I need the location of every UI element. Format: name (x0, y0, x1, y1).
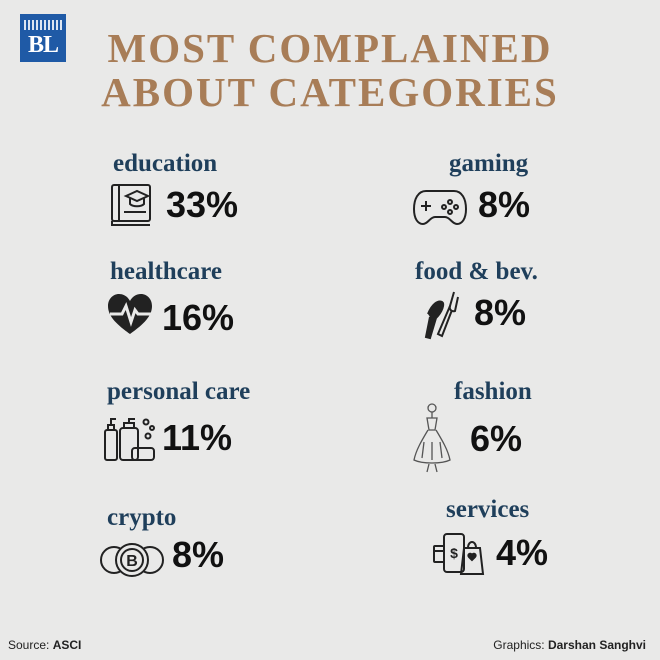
gamepad-icon (412, 187, 468, 227)
value-label: 8% (474, 292, 527, 333)
chart-title: MOST COMPLAINED ABOUT CATEGORIES (0, 26, 660, 114)
value-label: 11% (162, 417, 233, 458)
source-credit: Source: ASCI (8, 638, 81, 652)
coins-icon: B (100, 540, 164, 580)
source-value: ASCI (52, 638, 82, 652)
category-label: services (446, 496, 530, 523)
bl-logo: BL (20, 14, 66, 62)
category-label: education (113, 150, 218, 177)
value-label: 8% (172, 534, 225, 575)
book-cap-icon (106, 182, 156, 228)
value-label: 33% (166, 184, 239, 225)
category-label: food & bev. (415, 258, 538, 285)
logo-masthead (24, 20, 62, 30)
phone-bag-icon: $ (432, 530, 488, 576)
category-label: crypto (107, 504, 177, 531)
value-label: 4% (496, 532, 549, 573)
fork-knife-icon (424, 290, 464, 342)
source-label: Source: (8, 638, 50, 652)
dress-icon (412, 402, 452, 474)
svg-text:$: $ (450, 545, 458, 561)
category-label: gaming (449, 150, 529, 177)
graphics-label: Graphics: (493, 638, 545, 652)
category-label: personal care (107, 378, 251, 405)
heart-pulse-icon (106, 292, 154, 336)
logo-text: BL (27, 32, 59, 58)
value-label: 8% (478, 184, 531, 225)
value-label: 16% (162, 297, 235, 338)
title-line-1: MOST COMPLAINED (107, 25, 553, 71)
svg-text:B: B (126, 553, 138, 570)
toiletries-icon (102, 408, 158, 464)
value-label: 6% (470, 418, 523, 459)
graphics-credit: Graphics: Darshan Sanghvi (493, 638, 646, 652)
graphics-value: Darshan Sanghvi (547, 638, 646, 652)
category-label: healthcare (110, 258, 223, 285)
category-label: fashion (454, 378, 532, 405)
title-line-2: ABOUT CATEGORIES (101, 69, 559, 115)
